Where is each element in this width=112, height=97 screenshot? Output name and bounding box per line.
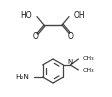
- Text: O: O: [33, 32, 39, 41]
- Text: CH₃: CH₃: [82, 68, 94, 72]
- Text: CH₃: CH₃: [82, 56, 94, 61]
- Text: OH: OH: [73, 11, 85, 20]
- Text: N: N: [67, 59, 72, 65]
- Text: HO: HO: [20, 11, 32, 20]
- Text: O: O: [67, 32, 72, 41]
- Text: H₂N: H₂N: [15, 74, 29, 80]
